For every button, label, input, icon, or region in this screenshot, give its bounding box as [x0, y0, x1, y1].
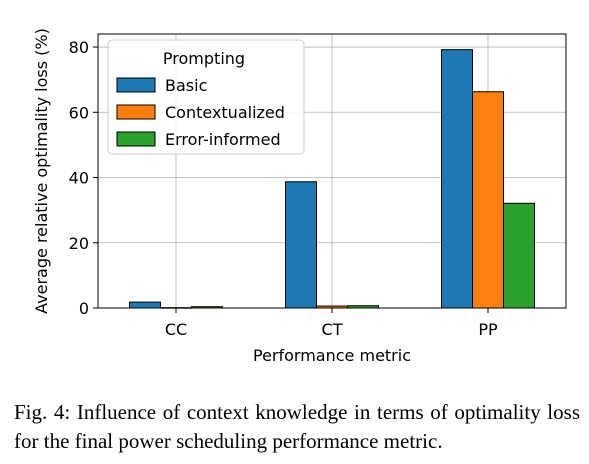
legend-swatch-error-informed	[116, 131, 156, 147]
axes: 0 20 40 60 80 CC CT PP Performance metric Average…	[32, 28, 567, 365]
legend-title: Prompting	[163, 49, 245, 68]
legend-label-contextualized: Contextualized	[165, 103, 285, 122]
y-tick-label: 0	[79, 299, 89, 318]
y-tick-label: 60	[69, 103, 89, 122]
bars	[129, 49, 535, 309]
y-axis-label: Average relative optimality loss (%)	[32, 28, 51, 314]
figure-caption: Fig. 4: Influence of context knowledge i…	[14, 400, 580, 453]
legend-label-basic: Basic	[165, 76, 207, 95]
bar-basic-cc	[129, 301, 161, 309]
bar-error-informed-pp	[503, 202, 535, 309]
x-tick-label-ct: CT	[322, 320, 343, 339]
y-tick-label: 20	[69, 234, 89, 253]
bar-basic-ct	[285, 181, 317, 309]
legend-swatch-contextualized	[116, 104, 156, 120]
chart-figure: 0 20 40 60 80 CC CT PP Performance metric Average…	[32, 28, 567, 365]
legend-label-error-informed: Error-informed	[165, 130, 281, 149]
legend-box	[107, 39, 305, 155]
bar-contextualized-pp	[472, 91, 504, 309]
y-tick-label: 80	[69, 38, 89, 57]
x-tick-label-pp: PP	[478, 320, 498, 339]
x-axis-label: Performance metric	[253, 346, 411, 365]
y-tick-label: 40	[69, 169, 89, 188]
legend-swatch-basic	[116, 77, 156, 93]
x-tick-label-cc: CC	[165, 320, 187, 339]
bar-chart: 0 20 40 60 80 CC CT PP Performance metric Average…	[32, 28, 567, 365]
legend: Prompting Basic Contextualized Error-inform…	[107, 39, 305, 155]
bar-basic-pp	[441, 49, 473, 309]
